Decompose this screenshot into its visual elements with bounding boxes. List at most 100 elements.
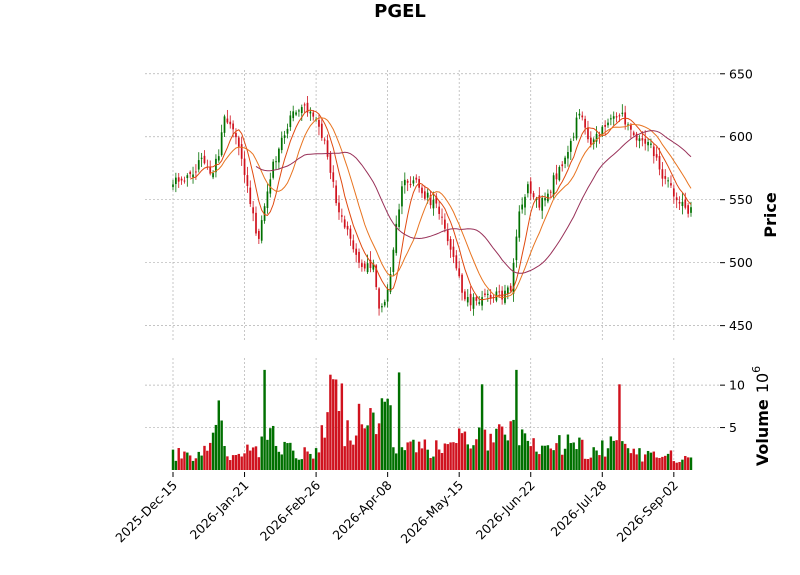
volume-panel [171, 369, 693, 470]
volume-bar [475, 439, 478, 470]
candle-body [612, 116, 615, 119]
volume-bar [283, 441, 286, 470]
volume-bar [220, 420, 223, 470]
candle-body [223, 116, 226, 133]
volume-bar [526, 440, 530, 470]
volume-bar [592, 447, 595, 470]
candle-body [266, 191, 269, 208]
volume-bar [374, 434, 378, 470]
volume-bar [437, 449, 441, 470]
candle-body [650, 143, 652, 145]
volume-bar [675, 462, 678, 470]
volume-bar [618, 384, 621, 470]
candle-body [544, 198, 546, 201]
volume-bar [357, 403, 361, 470]
volume-bar [194, 458, 198, 470]
candle-body [289, 115, 292, 128]
candle-body [183, 180, 186, 182]
chart-title: PGEL [374, 1, 426, 22]
volume-bar [529, 446, 532, 470]
candle-body [604, 124, 607, 127]
candle-body [298, 110, 300, 112]
candle-body [538, 195, 541, 208]
volume-bar [406, 442, 409, 470]
volume-bar [372, 412, 375, 470]
x-axis-ticks: 2025-Dec-15 2026-Jan-21 2026-Feb-26 2026-Ap… [112, 472, 681, 546]
volume-bar [658, 457, 661, 470]
candle-body [512, 262, 515, 294]
candle-body [621, 112, 624, 114]
candle-body [220, 132, 223, 156]
volume-bar [543, 445, 547, 470]
volume-bar [612, 440, 615, 470]
volume-bar [332, 379, 335, 470]
volume-bar [346, 420, 349, 470]
volume-bar [280, 454, 283, 470]
candle-body [555, 173, 558, 180]
candle-body [212, 173, 214, 178]
volume-bar [578, 437, 581, 470]
candle-body [569, 140, 572, 152]
volume-bar [217, 400, 221, 470]
candle-body [429, 195, 432, 206]
volume-bar [626, 448, 630, 470]
candle-body [340, 215, 343, 217]
x-tick-label: 2026-Feb-26 [257, 477, 323, 543]
candle-body [366, 263, 369, 273]
x-tick-label: 2026-Apr-08 [329, 477, 394, 542]
candle-body [349, 228, 352, 239]
volume-bar [389, 405, 392, 470]
price-grid [145, 70, 720, 342]
candle-body [249, 187, 252, 205]
candle-body [615, 116, 618, 118]
volume-tick-label: 10 [729, 378, 745, 393]
candle-body [549, 191, 552, 193]
volume-bar [291, 450, 295, 470]
candle-body [392, 249, 395, 273]
candle-body [449, 239, 452, 250]
volume-bar [532, 438, 535, 470]
volume-bar [363, 428, 366, 470]
volume-bar [681, 459, 684, 470]
volume-bar [343, 446, 346, 470]
volume-bar [432, 456, 435, 470]
candle-body [618, 115, 621, 117]
candle-body [395, 223, 398, 253]
volume-bar [446, 444, 449, 470]
volume-axis-label-text: Volume [753, 399, 772, 466]
x-tick-label: 2026-Jan-21 [187, 478, 252, 543]
volume-bar [555, 443, 558, 470]
candle-body [567, 152, 569, 159]
candle-body [632, 132, 635, 136]
candle-body [292, 111, 295, 119]
volume-bar [354, 435, 358, 470]
candle-body [263, 206, 266, 221]
candle-body [237, 137, 240, 147]
candle-body [286, 128, 289, 134]
candle-body [200, 157, 203, 159]
candle-body [518, 211, 521, 238]
moving-average-30 [255, 130, 692, 274]
volume-bar [629, 453, 633, 470]
volume-bar [294, 458, 298, 470]
candle-body [381, 306, 383, 308]
volume-bar [649, 452, 653, 470]
volume-bar [638, 448, 641, 470]
price-panel [172, 96, 692, 316]
candle-body [630, 125, 632, 130]
candle-body [578, 113, 581, 116]
volume-bar [197, 451, 200, 470]
candle-body [515, 236, 518, 261]
price-tick-label: 450 [729, 318, 753, 333]
candle-body [318, 119, 320, 127]
candle-body [558, 167, 561, 181]
volume-bar [180, 458, 183, 470]
candle-body [627, 124, 629, 126]
candle-body [564, 157, 566, 164]
volume-bar [655, 457, 658, 470]
candle-body [386, 289, 389, 302]
volume-bar [643, 454, 647, 470]
volume-bar [480, 384, 484, 470]
volume-bar [512, 419, 515, 470]
